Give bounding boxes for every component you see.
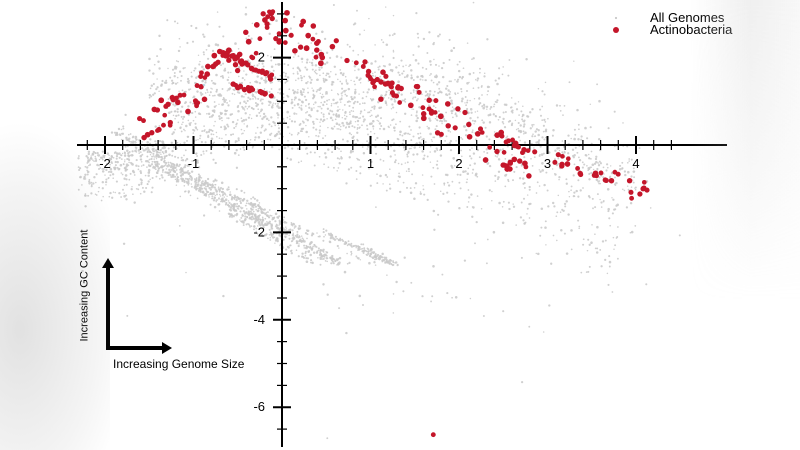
- svg-text:1: 1: [367, 156, 374, 171]
- svg-text:-4: -4: [253, 312, 265, 327]
- svg-text:-6: -6: [253, 399, 265, 414]
- svg-text:-2: -2: [253, 224, 265, 239]
- svg-text:3: 3: [544, 156, 551, 171]
- svg-text:2: 2: [455, 156, 462, 171]
- svg-text:Increasing Genome Size: Increasing Genome Size: [113, 357, 245, 371]
- svg-text:2: 2: [258, 50, 265, 65]
- svg-text:-1: -1: [188, 156, 200, 171]
- svg-text:4: 4: [632, 156, 639, 171]
